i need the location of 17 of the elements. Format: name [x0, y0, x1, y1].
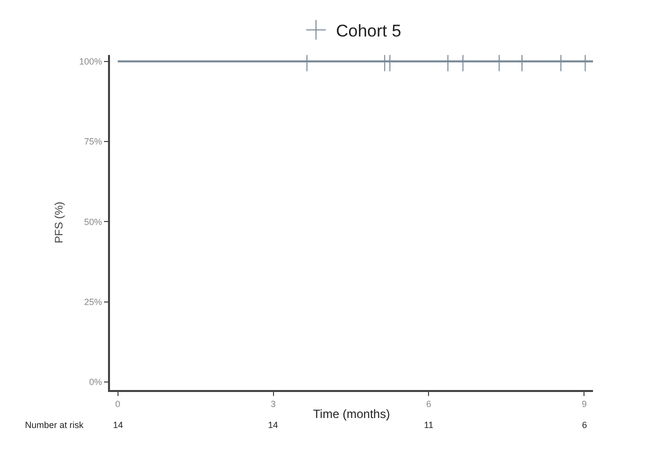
- y-tick-label: 100%: [79, 56, 102, 67]
- text: 14: [113, 420, 124, 430]
- text: 11: [424, 420, 434, 430]
- x-tick-label: 9: [582, 398, 587, 409]
- text: 6: [582, 420, 588, 430]
- x-tick-label: 3: [270, 398, 276, 409]
- legend-label: Cohort 5: [336, 21, 402, 40]
- x-tick-label: 0: [115, 398, 120, 409]
- y-tick-label: 50%: [84, 216, 102, 227]
- y-tick-label: 25%: [84, 296, 102, 307]
- text: Number at risk: [25, 420, 84, 430]
- y-tick-label: 0%: [89, 377, 102, 388]
- text: 14: [268, 420, 278, 430]
- y-tick-label: 75%: [84, 136, 102, 147]
- y-axis-title: PFS (%): [53, 202, 66, 244]
- x-tick-label: 6: [426, 398, 432, 409]
- x-axis-title: Time (months): [313, 407, 390, 422]
